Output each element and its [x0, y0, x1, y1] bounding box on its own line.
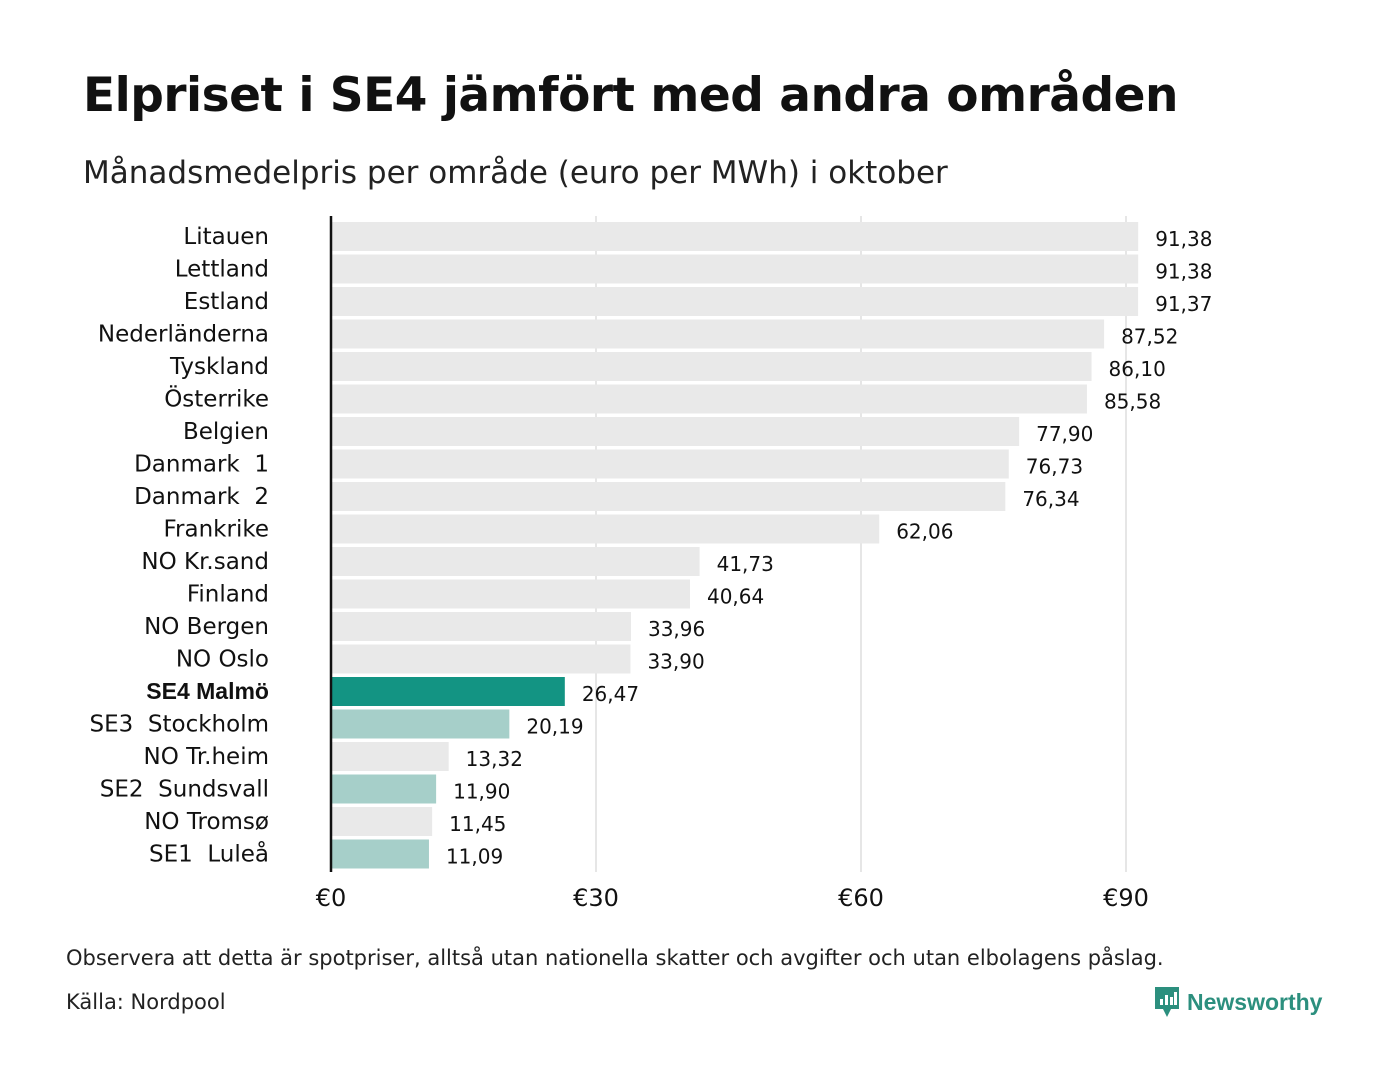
- value-label: 20,19: [526, 715, 583, 739]
- value-label: 77,90: [1036, 422, 1093, 446]
- footnote: Observera att detta är spotpriser, allts…: [66, 946, 1164, 970]
- category-label: SE4 Malmö: [146, 678, 269, 704]
- bar: [331, 449, 1009, 479]
- value-label: 87,52: [1121, 325, 1178, 349]
- bars: [331, 222, 1139, 869]
- category-label: Nederländerna: [98, 322, 269, 348]
- value-label: 76,73: [1026, 455, 1083, 479]
- x-tick-label: €60: [838, 884, 884, 912]
- value-label: 13,32: [466, 747, 523, 771]
- bar: [331, 677, 565, 706]
- source-credit: Källa: Nordpool: [66, 990, 226, 1014]
- category-label: Belgien: [183, 419, 269, 445]
- category-label: Finland: [187, 582, 269, 608]
- category-label: NO Bergen: [144, 614, 269, 640]
- bar: [331, 417, 1020, 446]
- category-label: NO Tromsø: [144, 809, 269, 835]
- bar: [331, 384, 1087, 414]
- value-label: 86,10: [1109, 357, 1166, 381]
- bar: [331, 547, 700, 576]
- value-label: 11,45: [449, 812, 506, 836]
- category-label: NO Kr.sand: [141, 549, 269, 575]
- value-label: 62,06: [896, 520, 953, 544]
- chart-title: Elpriset i SE4 jämfört med andra områden: [83, 68, 1178, 123]
- x-tick-label: €90: [1103, 884, 1149, 912]
- value-label: 26,47: [582, 682, 639, 706]
- bar: [331, 514, 880, 544]
- category-label: Litauen: [183, 224, 269, 250]
- category-label: NO Tr.heim: [144, 744, 269, 770]
- category-label: NO Oslo: [176, 647, 269, 673]
- category-label: Danmark 2: [134, 484, 269, 510]
- value-label: 33,96: [648, 617, 705, 641]
- value-labels: 91,38 91,38 91,37 87,52 86,10 85,58 77,90 76,73…: [446, 227, 1212, 869]
- chart-subtitle: Månadsmedelpris per område (euro per MWh…: [83, 155, 948, 191]
- category-label: Österrike: [164, 385, 269, 413]
- category-label: Tyskland: [169, 354, 269, 380]
- value-label: 91,38: [1155, 227, 1212, 251]
- x-tick-label: €30: [573, 884, 619, 912]
- brand-name: Newsworthy: [1187, 988, 1323, 1015]
- x-axis-tick-labels: €0 €30 €60 €90: [316, 884, 1149, 912]
- category-label: Estland: [184, 289, 269, 315]
- category-label: SE2 Sundsvall: [100, 777, 269, 803]
- brand-logo: Newsworthy: [1153, 985, 1322, 1019]
- bar: [331, 319, 1105, 349]
- value-label: 76,34: [1022, 487, 1079, 511]
- category-label: Frankrike: [164, 517, 270, 543]
- value-label: 91,37: [1155, 292, 1212, 316]
- bar: [331, 839, 429, 869]
- value-label: 11,90: [453, 780, 510, 804]
- category-label: SE1 Luleå: [149, 840, 269, 868]
- value-label: 91,38: [1155, 260, 1212, 284]
- value-label: 11,09: [446, 845, 503, 869]
- bar: [331, 742, 449, 771]
- bar: [331, 774, 437, 804]
- value-label: 41,73: [717, 552, 774, 576]
- category-label: Danmark 1: [134, 452, 269, 478]
- value-label: 85,58: [1104, 390, 1161, 414]
- bar: [331, 254, 1139, 284]
- bar: [331, 644, 631, 674]
- bar: [331, 612, 631, 641]
- bar: [331, 352, 1092, 381]
- value-label: 33,90: [647, 650, 704, 674]
- bar: [331, 709, 510, 739]
- category-labels: Litauen Lettland Estland Nederländerna Tyskl…: [90, 224, 270, 868]
- bar: [331, 287, 1139, 316]
- category-label: SE3 Stockholm: [90, 712, 270, 738]
- bar: [331, 579, 690, 609]
- category-label: Lettland: [175, 257, 269, 283]
- x-tick-label: €0: [316, 884, 347, 912]
- bar: [331, 807, 433, 836]
- bar: [331, 482, 1006, 511]
- value-label: 40,64: [707, 585, 764, 609]
- newsworthy-icon: [1155, 987, 1179, 1017]
- bar: [331, 222, 1139, 251]
